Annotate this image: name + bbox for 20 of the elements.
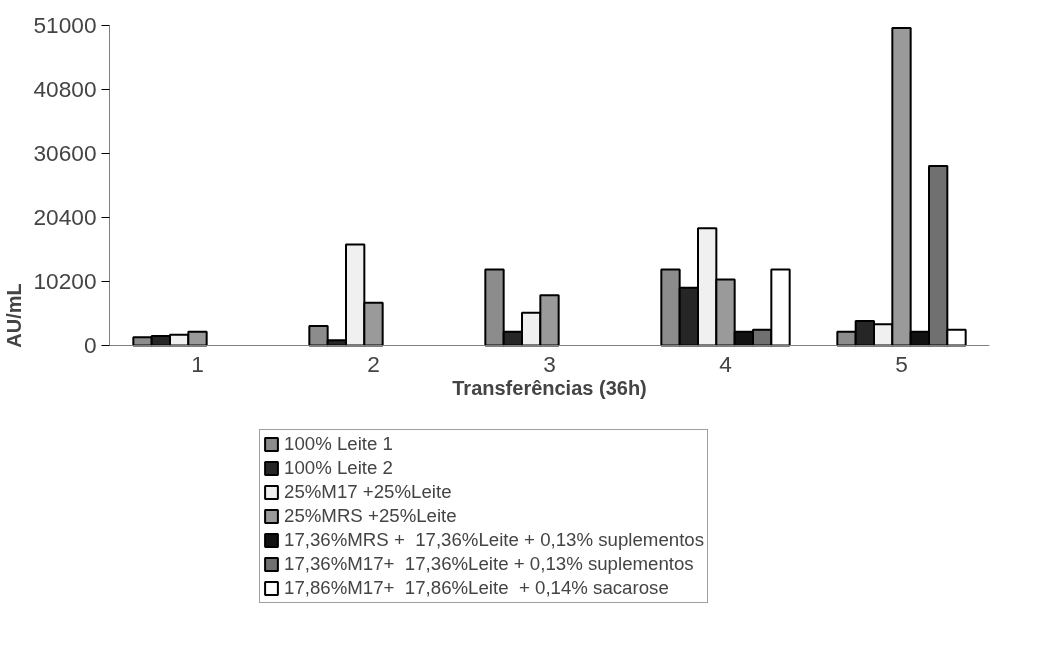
x-tick-label: 5 bbox=[895, 350, 908, 377]
y-tick-label: 30600 bbox=[33, 140, 97, 166]
y-tick-label: 51000 bbox=[33, 12, 97, 38]
x-tick-label: 4 bbox=[719, 350, 732, 377]
y-tick-label: 20400 bbox=[33, 204, 97, 230]
legend-label: 17,36%MRS + 17,36%Leite + 0,13% suplementos bbox=[284, 529, 705, 551]
legend-label: 100% Leite 1 bbox=[284, 433, 393, 455]
legend-label: 25%M17 +25%Leite bbox=[284, 481, 452, 503]
x-tick-label: 3 bbox=[543, 350, 556, 377]
x-tick-label: 2 bbox=[367, 350, 380, 377]
legend-label: 17,86%M17+ 17,86%Leite + 0,14% sacarose bbox=[284, 577, 669, 599]
y-axis-title: AU/mL bbox=[3, 283, 26, 348]
y-tick-label: 0 bbox=[83, 332, 97, 358]
x-axis-title: Transferências (36h) bbox=[452, 376, 647, 399]
x-tick-label: 1 bbox=[191, 350, 204, 377]
y-tick-label: 40800 bbox=[33, 76, 97, 102]
legend-label: 25%MRS +25%Leite bbox=[284, 505, 457, 527]
y-tick-label: 10200 bbox=[33, 268, 97, 294]
legend-label: 17,36%M17+ 17,36%Leite + 0,13% suplementos bbox=[284, 553, 694, 575]
legend-label: 100% Leite 2 bbox=[284, 457, 393, 479]
